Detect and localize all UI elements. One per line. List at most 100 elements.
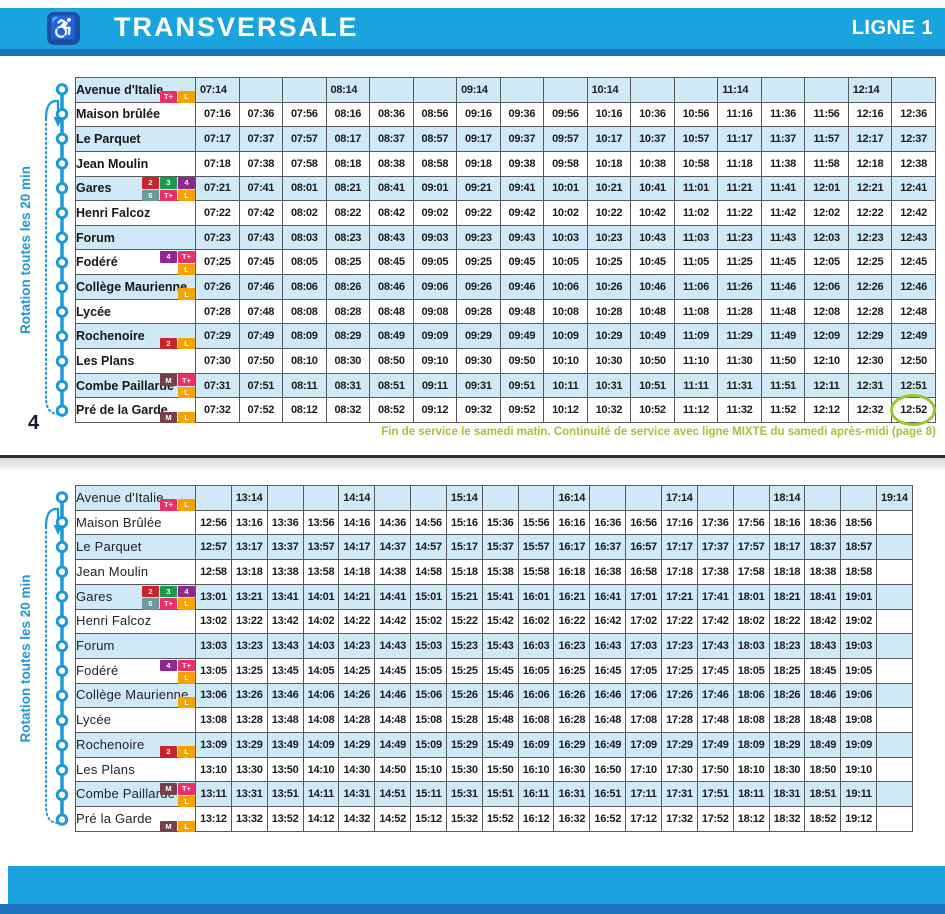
line-badges: T+ L (159, 90, 195, 103)
time-cell: 13:09 (195, 732, 232, 758)
time-cell: 16:57 (625, 534, 662, 561)
time-cell: 11:52 (760, 397, 806, 423)
time-cell: 14:36 (374, 509, 412, 536)
time-cell: 17:32 (660, 806, 698, 832)
line-badges: 2 3 4 6 T+ L (141, 585, 195, 610)
stop-dot (55, 330, 69, 343)
time-cell: 12:56 (195, 509, 232, 536)
table-row: Rochenoire 2 L 13:09 13:29 13:49 14:09 14:29 14:… (75, 732, 913, 758)
time-cell: 07:50 (238, 348, 284, 374)
stop-name: Maison Brûlée (76, 514, 162, 530)
time-cell: 12:10 (804, 348, 849, 374)
time-cell: 09:28 (456, 298, 501, 325)
time-cell: 09:36 (499, 101, 545, 128)
time-cell: 08:10 (282, 348, 327, 374)
time-cell: 13:02 (195, 608, 232, 635)
time-cell: 15:17 (445, 534, 483, 561)
time-cell: 17:21 (660, 583, 698, 610)
time-cell (625, 485, 662, 511)
badge-L: L (178, 820, 195, 832)
time-cell: 16:41 (589, 583, 627, 610)
time-cell: 16:58 (625, 559, 662, 585)
time-cell: 08:14 (325, 77, 371, 103)
time-cell: 15:28 (445, 707, 483, 734)
time-cell: 18:56 (840, 509, 878, 536)
loop-arrow-stem (44, 507, 60, 528)
time-cell: 08:58 (412, 150, 458, 177)
header-bar: ♿ TRANSVERSALE LIGNE 1 (0, 8, 945, 49)
time-cell: 13:25 (230, 657, 268, 684)
time-cell: 09:03 (412, 224, 458, 251)
time-cell: 17:38 (696, 559, 734, 585)
header-stripe (0, 49, 945, 56)
time-cell: 13:17 (230, 534, 268, 561)
time-cell: 07:36 (238, 101, 284, 128)
time-cell: 14:31 (338, 781, 376, 808)
time-cell: 11:43 (760, 224, 806, 251)
time-cell: 15:08 (410, 707, 447, 734)
time-cell: 17:42 (696, 608, 734, 635)
time-cell: 10:05 (543, 249, 588, 276)
badge-6: 6 (142, 598, 159, 610)
time-cell: 12:57 (195, 534, 232, 561)
time-cell: 09:16 (456, 101, 501, 128)
page-divider-line (0, 455, 945, 458)
time-cell (589, 485, 627, 511)
time-cell: 08:31 (325, 372, 371, 399)
timetable-grid-afternoon: Avenue d'Italie T+ L 13:14 14:14 15:14 16:14 17… (75, 485, 913, 832)
badge-T+: T+ (178, 251, 195, 263)
time-cell: 13:22 (230, 608, 268, 635)
time-cell: 15:43 (481, 633, 519, 659)
time-cell: 12:23 (847, 224, 893, 251)
time-cell: 16:42 (589, 608, 627, 635)
line-badges: M T+ L (159, 373, 195, 399)
time-cell: 11:41 (760, 175, 806, 202)
time-cell: 09:41 (499, 175, 545, 202)
stop-cell: Fodéré 4 T+ L (75, 249, 196, 276)
stop-name: Jean Moulin (76, 563, 149, 579)
stop-name: Collège Maurienne (76, 279, 188, 294)
page-number-4: 4 (28, 412, 40, 434)
stop-dot (55, 714, 69, 727)
stop-dot (55, 689, 69, 702)
time-cell (266, 485, 304, 511)
time-cell: 11:51 (760, 372, 806, 399)
time-cell: 08:03 (282, 224, 327, 251)
time-cell: 14:10 (302, 756, 340, 783)
time-cell: 18:30 (768, 756, 806, 783)
stop-cell: Combe Paillarde M T+ L (75, 372, 196, 399)
stop-cell: Rochenoire 2 L (75, 732, 196, 758)
time-cell: 18:17 (768, 534, 806, 561)
time-cell: 18:28 (768, 707, 806, 734)
stop-name: Les Plans (76, 353, 135, 368)
time-cell: 09:51 (499, 372, 545, 399)
time-cell: 15:52 (481, 806, 519, 832)
time-cell: 09:25 (456, 249, 501, 276)
time-cell: 15:50 (481, 756, 519, 783)
time-cell: 17:09 (625, 732, 662, 758)
time-cell: 11:56 (804, 101, 849, 128)
time-cell: 09:30 (456, 348, 501, 374)
time-cell: 15:36 (481, 509, 519, 536)
time-cell: 13:18 (230, 559, 268, 585)
time-cell: 13:49 (266, 732, 304, 758)
time-cell: 10:31 (586, 372, 632, 399)
time-cell: 09:17 (456, 126, 501, 152)
time-cell: 13:30 (230, 756, 268, 783)
table-row: Pré de la Garde M L 07:32 07:52 08:12 08:32 08:… (75, 394, 937, 427)
time-cell: 10:37 (630, 126, 675, 152)
time-cell: 12:36 (891, 101, 936, 128)
time-cell (499, 77, 545, 103)
time-cell: 08:01 (282, 175, 327, 202)
time-cell: 12:17 (847, 126, 893, 152)
time-cell: 17:49 (696, 732, 734, 758)
stop-dot (55, 739, 69, 752)
time-cell: 12:28 (847, 298, 893, 325)
stop-dot (55, 404, 69, 417)
stop-cell: Collège Maurienne L (75, 274, 196, 300)
time-cell (302, 485, 340, 511)
time-cell: 07:22 (195, 200, 240, 226)
time-cell: 16:49 (589, 732, 627, 758)
time-cell: 08:50 (369, 348, 414, 374)
